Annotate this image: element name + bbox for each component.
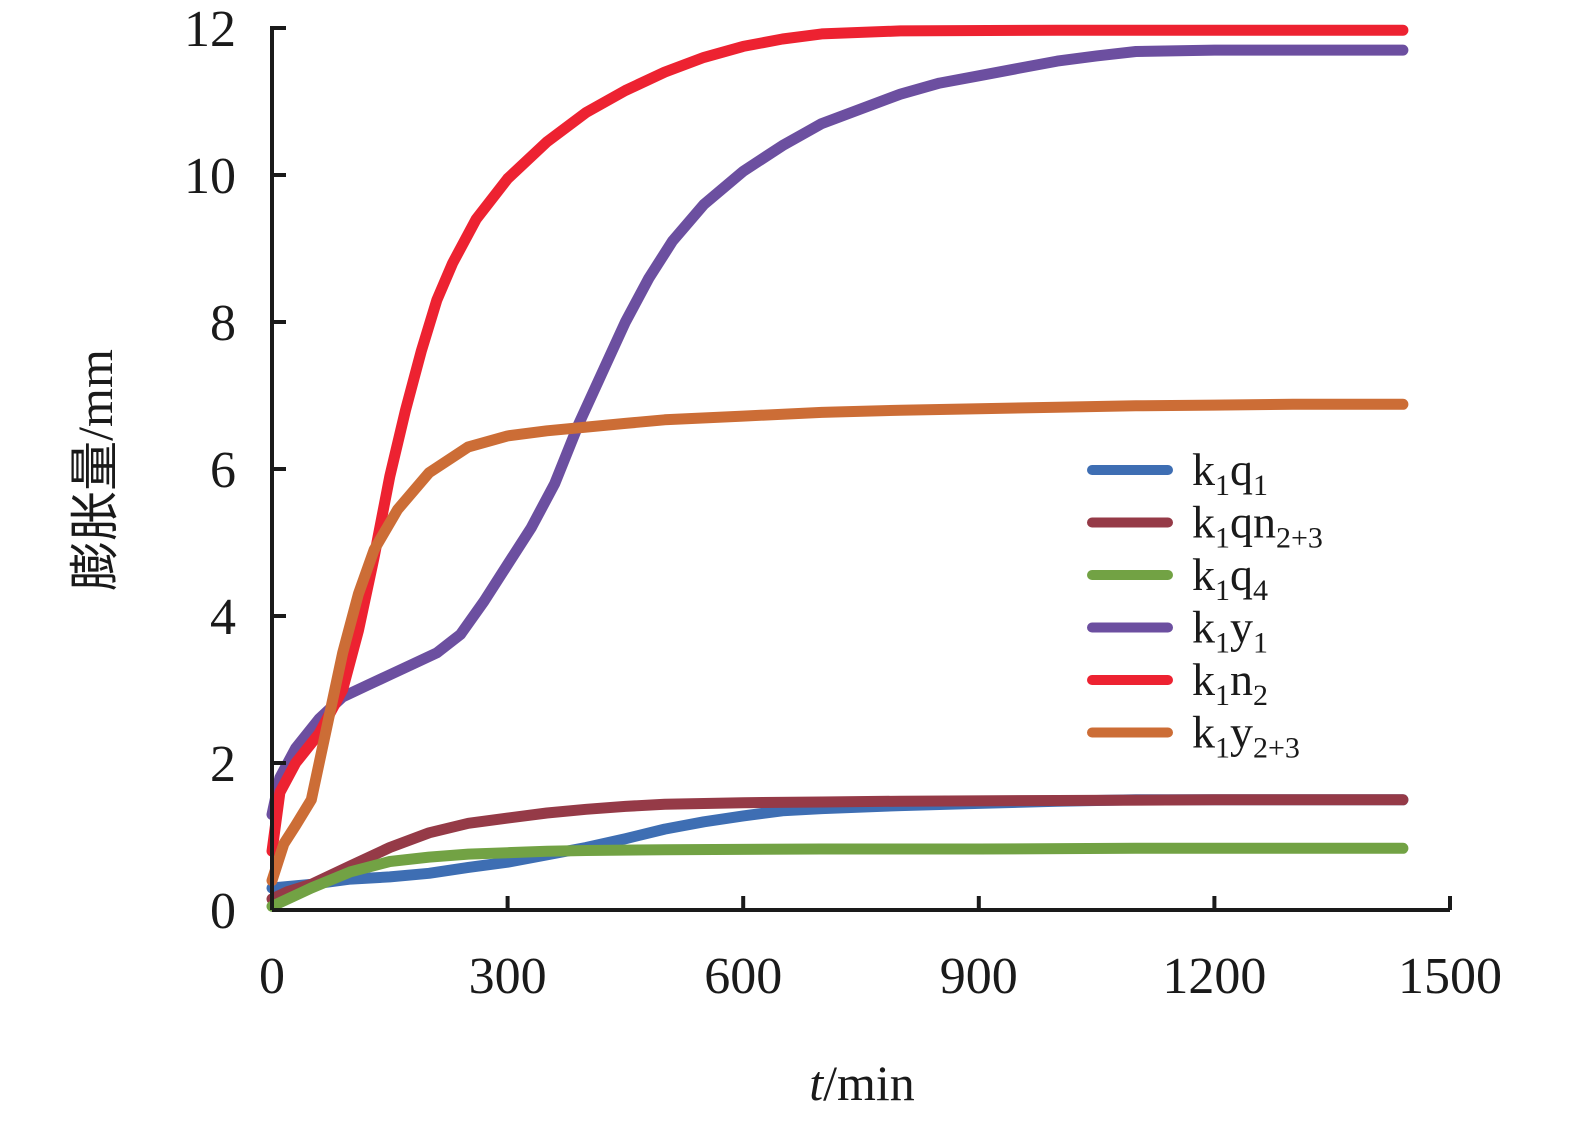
x-tick-label-2: 600 xyxy=(704,948,782,1005)
x-tick-label-1: 300 xyxy=(469,948,547,1005)
x-axis-title-italic: t xyxy=(809,1055,824,1111)
legend-label-4: k1n2 xyxy=(1192,654,1268,712)
series-line-2 xyxy=(266,842,1409,912)
series-line-5 xyxy=(266,398,1409,887)
y-tick-label-3: 6 xyxy=(210,442,236,499)
y-tick-label-1: 2 xyxy=(210,736,236,793)
plot-lines xyxy=(266,24,1409,912)
series-line-3 xyxy=(266,44,1409,820)
x-axis-title: t/min xyxy=(809,1055,915,1111)
legend-label-2: k1q4 xyxy=(1192,549,1268,607)
x-tick-label-0: 0 xyxy=(259,948,285,1005)
legend-label-3: k1y1 xyxy=(1192,602,1268,660)
x-axis-title-unit: /min xyxy=(823,1055,915,1111)
x-tick-label-5: 1500 xyxy=(1398,948,1502,1005)
x-tick-label-3: 900 xyxy=(940,948,1018,1005)
y-tick-label-6: 12 xyxy=(184,1,236,58)
y-tick-label-0: 0 xyxy=(210,883,236,940)
legend-label-0: k1q1 xyxy=(1192,444,1268,502)
x-tick-label-4: 1200 xyxy=(1162,948,1266,1005)
legend-label-1: k1qn2+3 xyxy=(1192,497,1323,555)
y-tick-label-2: 4 xyxy=(210,589,236,646)
axes: 0 300 600 900 1200 1500 0 2 4 6 8 10 12 xyxy=(184,1,1502,1005)
legend-label-5: k1y2+3 xyxy=(1192,707,1300,765)
y-tick-label-5: 10 xyxy=(184,148,236,205)
y-tick-label-4: 8 xyxy=(210,295,236,352)
y-axis-title: 膨胀量/mm xyxy=(67,349,123,591)
series-line-4 xyxy=(266,24,1409,857)
